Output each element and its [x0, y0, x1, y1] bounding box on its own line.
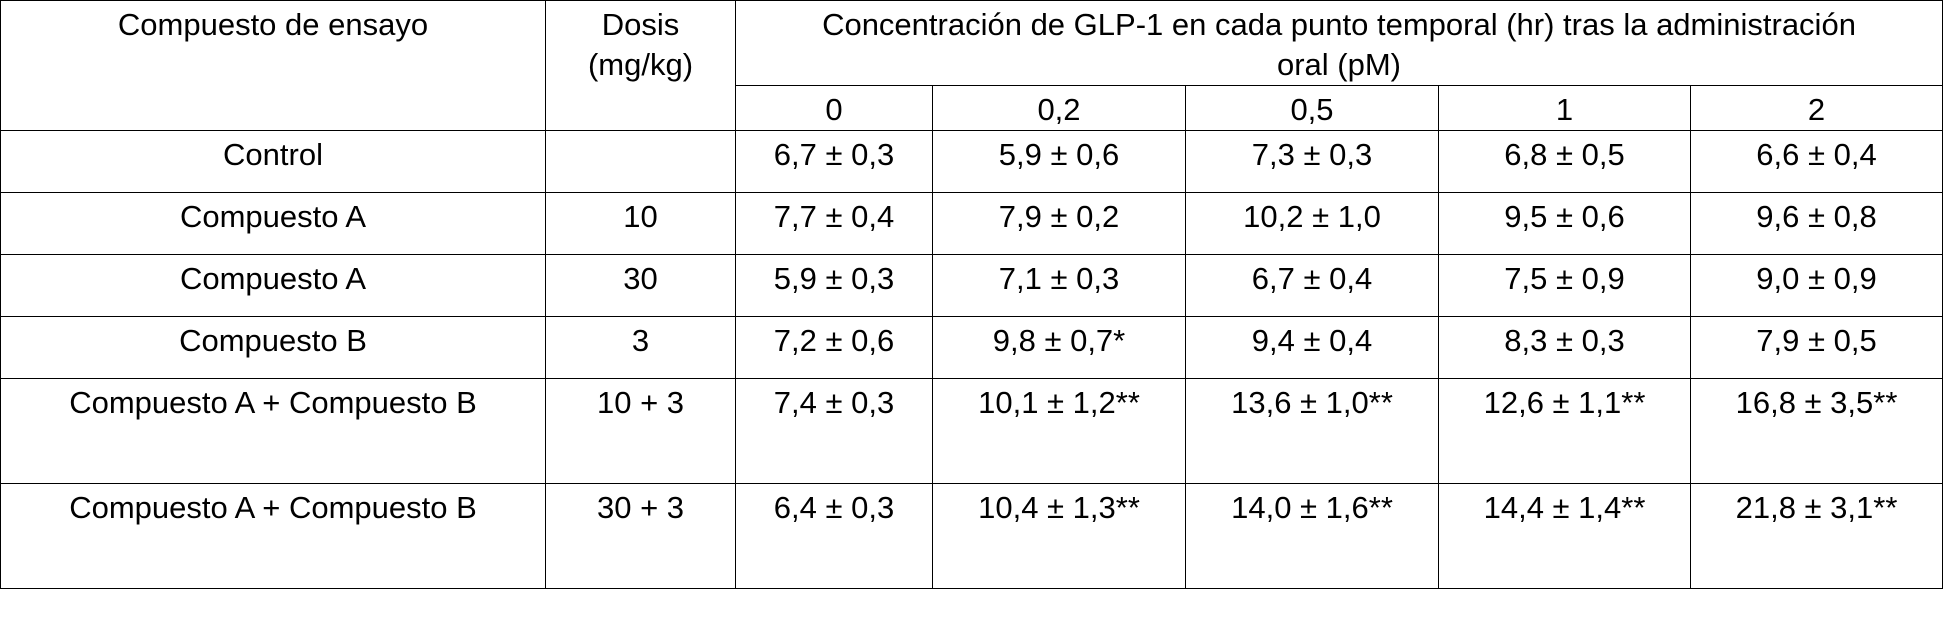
value-cell: 8,3 ± 0,3 [1438, 316, 1691, 379]
compound-cell: Control [0, 130, 546, 193]
compound-cell: Compuesto A [0, 254, 546, 317]
value-cell: 7,7 ± 0,4 [735, 192, 933, 255]
value-cell: 13,6 ± 1,0** [1185, 378, 1439, 484]
compound-cell: Compuesto A + Compuesto B [0, 483, 546, 589]
value-cell: 10,2 ± 1,0 [1185, 192, 1439, 255]
value-cell: 6,7 ± 0,4 [1185, 254, 1439, 317]
value-cell: 6,4 ± 0,3 [735, 483, 933, 589]
timepoint-header: 2 [1690, 85, 1943, 131]
value-cell: 6,7 ± 0,3 [735, 130, 933, 193]
value-cell: 7,2 ± 0,6 [735, 316, 933, 379]
dose-cell: 10 [545, 192, 736, 255]
value-cell: 6,6 ± 0,4 [1690, 130, 1943, 193]
dose-cell: 30 [545, 254, 736, 317]
timepoint-header: 1 [1438, 85, 1691, 131]
table-row: Compuesto A 10 7,7 ± 0,4 7,9 ± 0,2 10,2 … [0, 192, 1943, 255]
compound-cell: Compuesto A + Compuesto B [0, 378, 546, 484]
value-cell: 7,4 ± 0,3 [735, 378, 933, 484]
value-cell: 9,6 ± 0,8 [1690, 192, 1943, 255]
value-cell: 10,1 ± 1,2** [932, 378, 1186, 484]
value-cell: 9,4 ± 0,4 [1185, 316, 1439, 379]
timepoint-header: 0,2 [932, 85, 1186, 131]
header-row-timepoints: 0 0,2 0,5 1 2 [1, 85, 1943, 131]
value-cell: 21,8 ± 3,1** [1690, 483, 1943, 589]
table-row: Compuesto A + Compuesto B 30 + 3 6,4 ± 0… [0, 483, 1943, 589]
compound-cell: Compuesto A [0, 192, 546, 255]
table-row: Compuesto B 3 7,2 ± 0,6 9,8 ± 0,7* 9,4 ±… [0, 316, 1943, 379]
table-row: Compuesto A 30 5,9 ± 0,3 7,1 ± 0,3 6,7 ±… [0, 254, 1943, 317]
glp1-concentration-table: Compuesto de ensayo Dosis (mg/kg) Concen… [0, 0, 1943, 589]
value-cell: 5,9 ± 0,6 [932, 130, 1186, 193]
compound-header: Compuesto de ensayo [0, 0, 546, 131]
dose-cell: 30 + 3 [545, 483, 736, 589]
value-cell: 14,4 ± 1,4** [1438, 483, 1691, 589]
value-cell: 12,6 ± 1,1** [1438, 378, 1691, 484]
value-cell: 9,0 ± 0,9 [1690, 254, 1943, 317]
dose-cell: 3 [545, 316, 736, 379]
value-cell: 16,8 ± 3,5** [1690, 378, 1943, 484]
value-cell: 9,5 ± 0,6 [1438, 192, 1691, 255]
value-cell: 7,3 ± 0,3 [1185, 130, 1439, 193]
value-cell: 6,8 ± 0,5 [1438, 130, 1691, 193]
value-cell: 5,9 ± 0,3 [735, 254, 933, 317]
concentration-header: Concentración de GLP-1 en cada punto tem… [735, 0, 1943, 86]
value-cell: 7,5 ± 0,9 [1438, 254, 1691, 317]
dose-cell [545, 130, 736, 193]
header-row-main: Compuesto de ensayo Dosis (mg/kg) Concen… [0, 0, 1943, 131]
value-cell: 7,9 ± 0,2 [932, 192, 1186, 255]
dose-cell: 10 + 3 [545, 378, 736, 484]
value-cell: 7,9 ± 0,5 [1690, 316, 1943, 379]
value-cell: 10,4 ± 1,3** [932, 483, 1186, 589]
dose-header: Dosis (mg/kg) [545, 0, 736, 131]
value-cell: 14,0 ± 1,6** [1185, 483, 1439, 589]
timepoint-header: 0,5 [1185, 85, 1439, 131]
compound-cell: Compuesto B [0, 316, 546, 379]
value-cell: 9,8 ± 0,7* [932, 316, 1186, 379]
table-row: Control 6,7 ± 0,3 5,9 ± 0,6 7,3 ± 0,3 6,… [0, 130, 1943, 193]
timepoint-header: 0 [735, 85, 933, 131]
table-row: Compuesto A + Compuesto B 10 + 3 7,4 ± 0… [0, 378, 1943, 484]
value-cell: 7,1 ± 0,3 [932, 254, 1186, 317]
